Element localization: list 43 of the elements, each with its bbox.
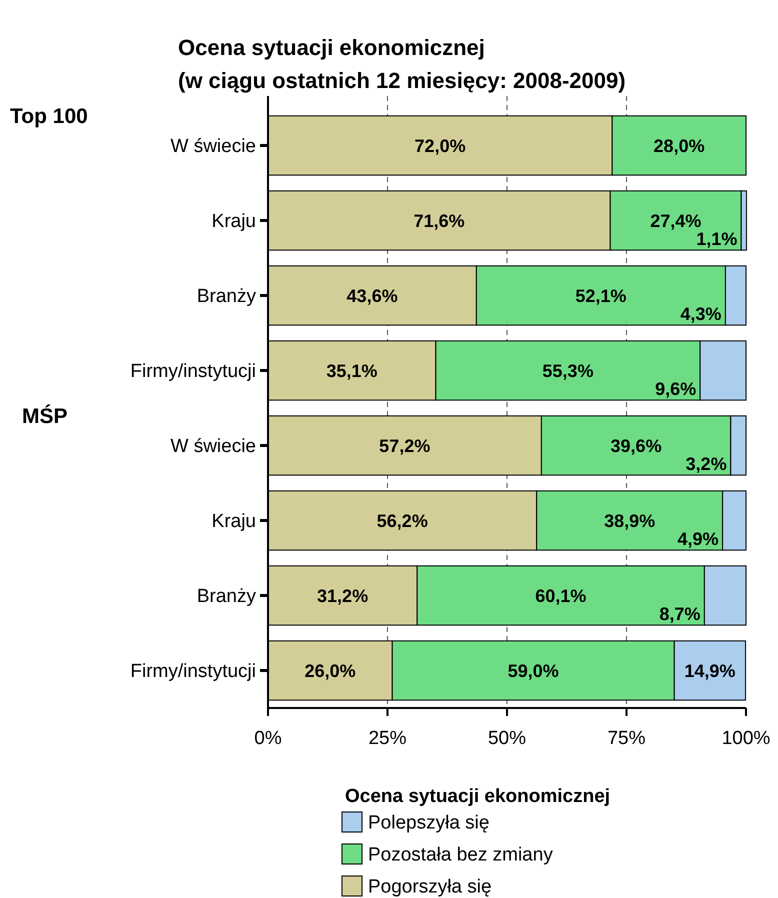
x-tick-label: 0%	[254, 728, 282, 749]
data-label: 31,2%	[317, 586, 368, 606]
data-label: 71,6%	[414, 210, 465, 231]
y-tick-label: W świecie	[170, 136, 256, 158]
legend-title: Ocena sytuacji ekonomicznej	[345, 786, 610, 807]
data-label: 59,0%	[508, 660, 559, 681]
data-label: 57,2%	[379, 436, 430, 456]
y-tick-label: Branży	[196, 586, 256, 608]
x-tick-label: 25%	[368, 728, 407, 749]
data-label: 27,4%	[650, 210, 702, 231]
y-tick-label: Firmy/instytucji	[130, 661, 256, 682]
legend-label: Polepszyła się	[368, 812, 490, 834]
y-tick-label: Firmy/instytucji	[130, 361, 256, 382]
legend-label: Pozostała bez zmiany	[368, 844, 554, 866]
data-label: 3,2%	[686, 454, 727, 474]
data-label: 55,3%	[542, 360, 594, 381]
data-label: 28,0%	[654, 136, 705, 156]
text: MŚP	[22, 404, 68, 428]
chart-title: Ocena sytuacji ekonomicznej (w ciągu ostatnich 12 miesięcy: 2008-2009)	[178, 35, 626, 93]
data-label: 56,2%	[376, 510, 428, 531]
x-tick-label: 100%	[722, 728, 770, 749]
y-tick-label: Branży	[196, 286, 256, 308]
data-label: 39,6%	[610, 436, 662, 456]
data-label: 8,7%	[659, 604, 700, 624]
data-label: 9,6%	[655, 378, 696, 399]
data-label: 35,1%	[326, 360, 378, 381]
data-label: 52,1%	[575, 286, 626, 306]
y-tick-label: W świecie	[170, 436, 256, 458]
data-label: 38,9%	[604, 510, 656, 531]
data-label: 4,3%	[680, 304, 722, 324]
data-label: 4,9%	[678, 528, 719, 549]
data-label: 26,0%	[304, 660, 356, 681]
x-tick-label: 75%	[607, 728, 646, 749]
data-label: 1,1%	[696, 228, 738, 249]
data-label: 43,6%	[346, 286, 398, 306]
data-label: 14,9%	[684, 660, 736, 681]
x-tick-label: 50%	[488, 728, 526, 749]
text: Top 100	[10, 104, 88, 128]
legend-label: Pogorszyła się	[368, 876, 492, 898]
y-tick-label: Kraju	[212, 211, 256, 232]
y-tick-label: Kraju	[212, 511, 256, 532]
data-label: 60,1%	[535, 586, 586, 606]
data-label: 72,0%	[414, 136, 466, 156]
